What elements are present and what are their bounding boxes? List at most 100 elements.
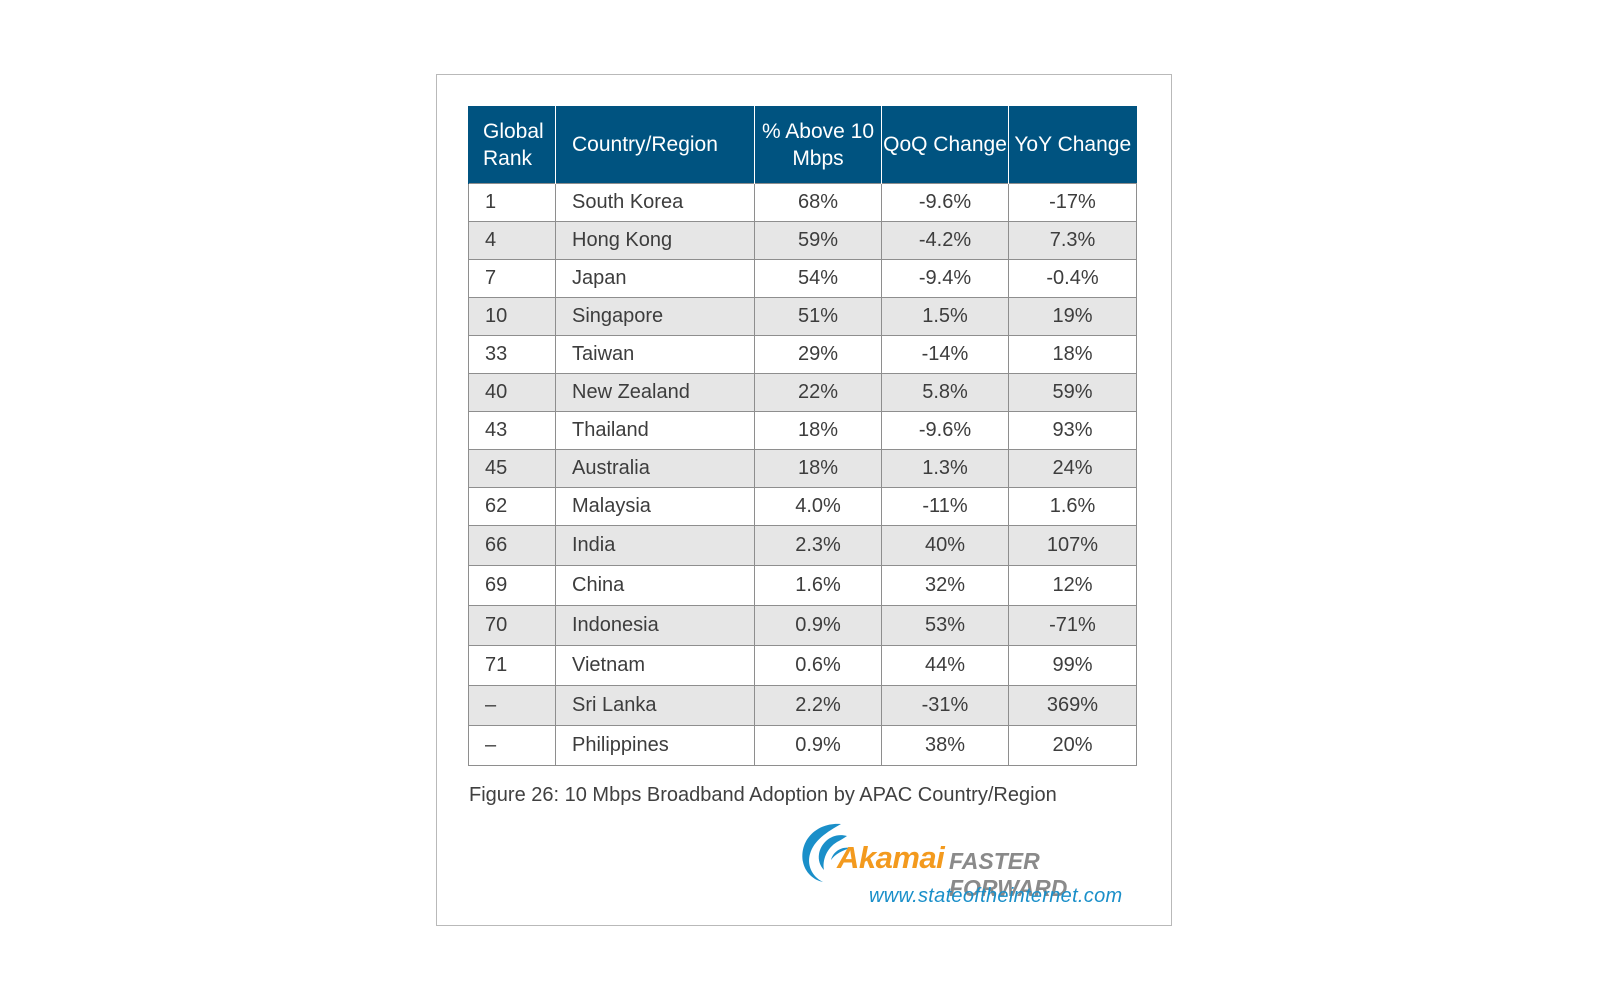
qoq-cell: -31% <box>881 685 1009 726</box>
akamai-brand: Akamai <box>837 840 945 875</box>
yoy-cell: 93% <box>1008 411 1137 450</box>
qoq-cell: 38% <box>881 725 1009 766</box>
table-row: 1 South Korea 68% -9.6% -17% <box>468 183 1137 222</box>
yoy-cell: 24% <box>1008 449 1137 488</box>
qoq-cell: -9.6% <box>881 183 1009 222</box>
pct-above-cell: 0.9% <box>754 725 882 766</box>
pct-above-cell: 0.9% <box>754 605 882 646</box>
adoption-table: Global Rank Country/Region % Above 10 Mb… <box>468 106 1137 766</box>
pct-above-cell: 59% <box>754 221 882 260</box>
qoq-cell: 32% <box>881 565 1009 606</box>
akamai-swoosh-icon <box>802 823 851 882</box>
rank-cell: 71 <box>468 645 556 686</box>
qoq-cell: -9.4% <box>881 259 1009 298</box>
header-pct-above-10mbps: % Above 10 Mbps <box>754 106 882 184</box>
yoy-cell: -0.4% <box>1008 259 1137 298</box>
yoy-cell: 107% <box>1008 525 1137 566</box>
pct-above-cell: 1.6% <box>754 565 882 606</box>
country-cell: Vietnam <box>555 645 755 686</box>
yoy-cell: 7.3% <box>1008 221 1137 260</box>
yoy-cell: 20% <box>1008 725 1137 766</box>
table-row: 66 India 2.3% 40% 107% <box>468 525 1137 566</box>
table-row: 71 Vietnam 0.6% 44% 99% <box>468 645 1137 686</box>
rank-cell: – <box>468 685 556 726</box>
rank-cell: 1 <box>468 183 556 222</box>
yoy-cell: 12% <box>1008 565 1137 606</box>
rank-cell: 45 <box>468 449 556 488</box>
pct-above-cell: 54% <box>754 259 882 298</box>
pct-above-cell: 18% <box>754 411 882 450</box>
table-row: 69 China 1.6% 32% 12% <box>468 565 1137 606</box>
table-body: 1 South Korea 68% -9.6% -17% 4 Hong Kong 59% -4.… <box>468 183 1137 766</box>
pct-above-cell: 0.6% <box>754 645 882 686</box>
pct-above-cell: 2.2% <box>754 685 882 726</box>
rank-cell: 62 <box>468 487 556 526</box>
header-qoq-change: QoQ Change <box>881 106 1009 184</box>
figure-frame: Global Rank Country/Region % Above 10 Mb… <box>436 74 1172 926</box>
yoy-cell: 18% <box>1008 335 1137 374</box>
rank-cell: 43 <box>468 411 556 450</box>
rank-cell: – <box>468 725 556 766</box>
table-row: 7 Japan 54% -9.4% -0.4% <box>468 259 1137 298</box>
country-cell: South Korea <box>555 183 755 222</box>
header-country-region: Country/Region <box>555 106 755 184</box>
country-cell: Hong Kong <box>555 221 755 260</box>
pct-above-cell: 51% <box>754 297 882 336</box>
rank-cell: 66 <box>468 525 556 566</box>
akamai-logo: Akamai FASTER FORWARD www.stateoftheinte… <box>797 820 1157 915</box>
figure-caption: Figure 26: 10 Mbps Broadband Adoption by… <box>469 784 1057 806</box>
header-global-rank: Global Rank <box>468 106 556 184</box>
yoy-cell: 59% <box>1008 373 1137 412</box>
pct-above-cell: 18% <box>754 449 882 488</box>
qoq-cell: 44% <box>881 645 1009 686</box>
pct-above-cell: 22% <box>754 373 882 412</box>
qoq-cell: 5.8% <box>881 373 1009 412</box>
rank-cell: 70 <box>468 605 556 646</box>
table-header-row: Global Rank Country/Region % Above 10 Mb… <box>468 106 1137 184</box>
qoq-cell: 40% <box>881 525 1009 566</box>
header-yoy-change: YoY Change <box>1008 106 1137 184</box>
country-cell: Sri Lanka <box>555 685 755 726</box>
table-row: 70 Indonesia 0.9% 53% -71% <box>468 605 1137 646</box>
yoy-cell: -71% <box>1008 605 1137 646</box>
qoq-cell: -11% <box>881 487 1009 526</box>
yoy-cell: -17% <box>1008 183 1137 222</box>
table-row: 40 New Zealand 22% 5.8% 59% <box>468 373 1137 412</box>
country-cell: India <box>555 525 755 566</box>
country-cell: Thailand <box>555 411 755 450</box>
rank-cell: 7 <box>468 259 556 298</box>
yoy-cell: 99% <box>1008 645 1137 686</box>
table-row: 4 Hong Kong 59% -4.2% 7.3% <box>468 221 1137 260</box>
country-cell: Australia <box>555 449 755 488</box>
country-cell: New Zealand <box>555 373 755 412</box>
table-row: 62 Malaysia 4.0% -11% 1.6% <box>468 487 1137 526</box>
qoq-cell: -4.2% <box>881 221 1009 260</box>
pct-above-cell: 68% <box>754 183 882 222</box>
yoy-cell: 369% <box>1008 685 1137 726</box>
country-cell: Taiwan <box>555 335 755 374</box>
state-of-internet-url[interactable]: www.stateoftheinternet.com <box>869 885 1123 907</box>
qoq-cell: 1.5% <box>881 297 1009 336</box>
qoq-cell: -9.6% <box>881 411 1009 450</box>
rank-cell: 33 <box>468 335 556 374</box>
rank-cell: 40 <box>468 373 556 412</box>
country-cell: Malaysia <box>555 487 755 526</box>
table-row: 33 Taiwan 29% -14% 18% <box>468 335 1137 374</box>
qoq-cell: -14% <box>881 335 1009 374</box>
qoq-cell: 53% <box>881 605 1009 646</box>
country-cell: Singapore <box>555 297 755 336</box>
rank-cell: 4 <box>468 221 556 260</box>
pct-above-cell: 29% <box>754 335 882 374</box>
table-row: 45 Australia 18% 1.3% 24% <box>468 449 1137 488</box>
rank-cell: 10 <box>468 297 556 336</box>
country-cell: Japan <box>555 259 755 298</box>
country-cell: Indonesia <box>555 605 755 646</box>
yoy-cell: 19% <box>1008 297 1137 336</box>
table-row: – Philippines 0.9% 38% 20% <box>468 725 1137 766</box>
country-cell: Philippines <box>555 725 755 766</box>
table-row: – Sri Lanka 2.2% -31% 369% <box>468 685 1137 726</box>
rank-cell: 69 <box>468 565 556 606</box>
yoy-cell: 1.6% <box>1008 487 1137 526</box>
qoq-cell: 1.3% <box>881 449 1009 488</box>
country-cell: China <box>555 565 755 606</box>
